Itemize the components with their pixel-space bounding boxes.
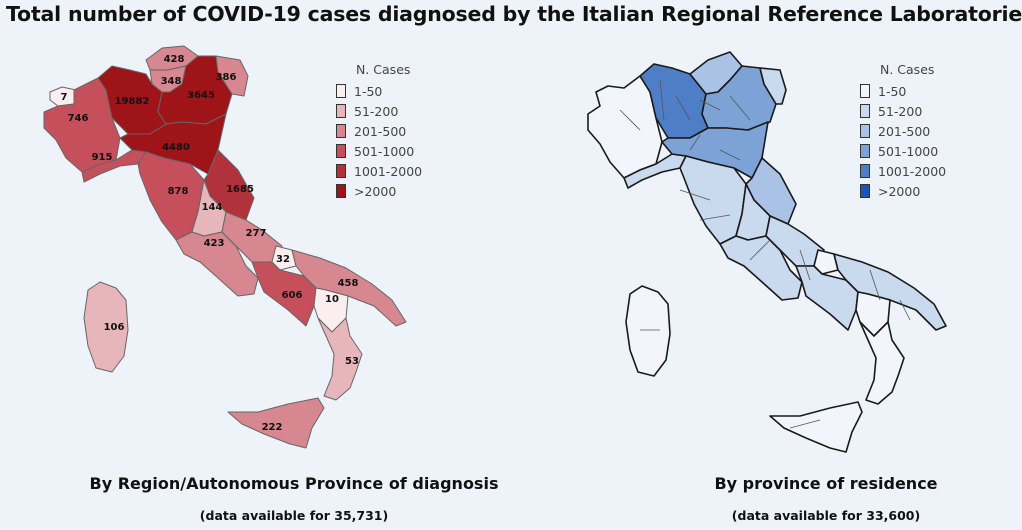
left-legend: N. Cases 1-50 51-200 201-500 501-1000 1001-2… [336, 62, 422, 201]
region-value-label: 53 [345, 356, 359, 367]
region-sardinia[interactable] [83, 281, 129, 373]
legend-label: 51-200 [354, 103, 399, 119]
legend-title: N. Cases [880, 62, 935, 77]
region-friuli[interactable] [215, 55, 249, 97]
right-legend-item: 51-200 [860, 101, 946, 121]
right-legend: N. Cases 1-50 51-200 201-500 501-1000 1001-2… [860, 62, 946, 201]
legend-label: 1001-2000 [878, 163, 947, 179]
legend-label: 1-50 [354, 83, 383, 99]
legend-label: 201-500 [354, 123, 407, 139]
legend-swatch [860, 124, 870, 138]
province-area-sardinia [625, 285, 671, 377]
legend-swatch [336, 104, 346, 118]
region-value-label: 423 [204, 238, 225, 249]
page-title: Total number of COVID-19 cases diagnosed… [6, 2, 1022, 26]
region-value-label: 7 [61, 92, 68, 103]
right-map-caption: By province of residence [714, 474, 938, 493]
left-map-subcaption: (data available for 35,731) [199, 508, 389, 523]
province-area-friuli [759, 67, 787, 105]
region-value-label: 106 [104, 322, 125, 333]
legend-label: 501-1000 [878, 143, 939, 159]
left-legend-item: 1001-2000 [336, 161, 422, 181]
legend-swatch [336, 164, 346, 178]
region-value-label: 878 [168, 186, 189, 197]
legend-swatch [336, 84, 346, 98]
region-value-label: 19882 [115, 96, 150, 107]
region-value-label: 10 [325, 294, 339, 305]
legend-swatch [860, 184, 870, 198]
legend-swatch [860, 104, 870, 118]
region-value-label: 1685 [226, 184, 254, 195]
region-value-label: 458 [338, 278, 359, 289]
right-map-subcaption: (data available for 33,600) [731, 508, 921, 523]
province-area-sicily [769, 401, 863, 453]
left-legend-item: 501-1000 [336, 141, 422, 161]
region-sicily[interactable] [227, 397, 325, 449]
legend-label: 201-500 [878, 123, 931, 139]
legend-label: 51-200 [878, 103, 923, 119]
province-borders [619, 79, 911, 429]
region-value-label: 32 [276, 254, 290, 265]
right-legend-item: 501-1000 [860, 141, 946, 161]
legend-label: 1-50 [878, 83, 907, 99]
region-value-label: 3645 [187, 90, 215, 101]
region-calabria[interactable] [317, 317, 363, 401]
region-molise[interactable] [271, 245, 297, 271]
region-value-label: 915 [92, 152, 113, 163]
left-legend-item: 201-500 [336, 121, 422, 141]
legend-swatch [336, 124, 346, 138]
province-area-calabria [859, 321, 905, 405]
legend-label: 1001-2000 [354, 163, 423, 179]
province-area-molise [813, 249, 839, 275]
region-value-label: 428 [164, 54, 185, 65]
right-legend-item: 1001-2000 [860, 161, 946, 181]
legend-swatch [860, 84, 870, 98]
legend-swatch [336, 144, 346, 158]
right-legend-item: 201-500 [860, 121, 946, 141]
region-value-label: 277 [246, 228, 267, 239]
left-legend-item: >2000 [336, 181, 422, 201]
region-value-label: 222 [262, 422, 283, 433]
legend-title: N. Cases [356, 62, 411, 77]
left-legend-item: 51-200 [336, 101, 422, 121]
legend-label: >2000 [354, 183, 397, 199]
legend-swatch [336, 184, 346, 198]
right-legend-item: >2000 [860, 181, 946, 201]
right-legend-item: 1-50 [860, 81, 946, 101]
legend-swatch [860, 144, 870, 158]
region-value-label: 4480 [162, 142, 190, 153]
region-value-label: 606 [282, 290, 303, 301]
province-map [587, 51, 947, 453]
left-map-caption: By Region/Autonomous Province of diagnos… [89, 474, 499, 493]
legend-label: >2000 [878, 183, 921, 199]
province-area-apulia [833, 253, 947, 331]
legend-swatch [860, 164, 870, 178]
region-value-label: 746 [68, 113, 89, 124]
region-value-label: 348 [161, 76, 182, 87]
region-apulia[interactable] [291, 249, 407, 327]
region-value-label: 144 [202, 202, 223, 213]
left-legend-item: 1-50 [336, 81, 422, 101]
region-value-label: 386 [216, 72, 237, 83]
legend-label: 501-1000 [354, 143, 415, 159]
